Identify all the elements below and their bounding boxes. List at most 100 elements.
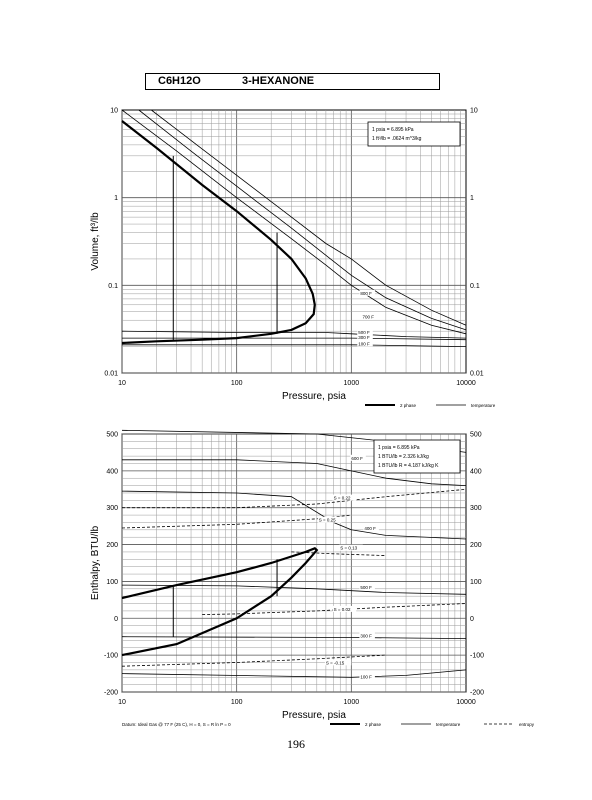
enthalpy-annotation-bg (324, 659, 352, 666)
enthalpy-annotation-bg (339, 544, 363, 551)
enthalpy-annotation-bg (359, 583, 375, 590)
enthalpy-y-tick-label-left: 300 (106, 505, 118, 512)
volume-annotation-bg (361, 313, 377, 320)
volume-series-700-f (138, 109, 467, 331)
volume-y-tick-label-right: 0.01 (470, 371, 484, 378)
volume-y-tick-label-right: 10 (470, 108, 478, 115)
enthalpy-y-tick-label-left: -100 (104, 653, 118, 660)
volume-annotation-label: 500 F (358, 330, 370, 335)
enthalpy-y-tick-label-right: 300 (470, 505, 482, 512)
volume-annotation-label: 800 F (360, 291, 372, 296)
volume-x-tick-label: 100 (231, 380, 243, 387)
volume-x-tick-label: 10000 (456, 380, 476, 387)
enthalpy-series-400-f (121, 584, 467, 595)
volume-y-tick-label-left: 0.1 (108, 283, 118, 290)
enthalpy-y-tick-label-right: -200 (470, 690, 484, 697)
enthalpy-series-600-f (122, 459, 467, 486)
volume-annotation-bg (357, 333, 373, 340)
enthalpy-y-tick-label-left: 100 (106, 579, 118, 586)
enthalpy-conversion-text: 1 psia = 6.895 kPa (378, 445, 420, 451)
enthalpy-annotation-label: S = 0.22 (334, 496, 351, 501)
enthalpy-annotation-label: 500 F (360, 585, 372, 590)
volume-annotation-label: 300 F (358, 335, 370, 340)
enthalpy-y-tick-label-right: 500 (470, 432, 482, 439)
volume-y-tick-label-left: 1 (114, 195, 118, 202)
volume-x-tick-label: 1000 (344, 380, 360, 387)
volume-y-tick-label-right: 0.1 (470, 283, 480, 290)
volume-y-tick-label-right: 1 (470, 195, 474, 202)
enthalpy-series-s-0-15 (121, 654, 386, 667)
enthalpy-y-tick-label-right: 100 (470, 579, 482, 586)
enthalpy-annotation-bg (363, 524, 379, 531)
volume-y-tick-label-left: 0.01 (104, 371, 118, 378)
enthalpy-series-s-0-22 (122, 488, 467, 509)
volume-series-800-f (151, 109, 467, 326)
enthalpy-footer-note: Datum: Ideal Gas @ 77 F (25 C), H = 0, S… (122, 722, 231, 727)
enthalpy-annotation-label: S = 0.13 (340, 546, 357, 551)
volume-conversion-text: 1 ft³/lb = .0624 m^3/kg (372, 136, 422, 142)
volume-annotation-label: 100 F (358, 342, 370, 347)
enthalpy-annotation-bg (359, 673, 375, 680)
enthalpy-series-s-0-13 (291, 551, 386, 556)
volume-series-600-f (121, 109, 467, 335)
enthalpy-annotation-label: 600 F (351, 456, 363, 461)
enthalpy-x-tick-label: 10000 (456, 699, 476, 706)
volume-series-300-f (122, 337, 467, 341)
volume-conversion-text: 1 psia = 6.895 kPa (372, 127, 414, 133)
enthalpy-annotation-label: 300 F (360, 633, 372, 638)
enthalpy-y-tick-label-right: 0 (470, 616, 474, 623)
compound-formula: C6H12O (158, 75, 201, 87)
volume-legend-label: 2 phase (400, 403, 417, 408)
volume-annotation-bg (359, 289, 375, 296)
enthalpy-x-tick-label: 1000 (344, 699, 360, 706)
enthalpy-y-tick-label-left: 200 (106, 542, 118, 549)
enthalpy-x-tick-label: 100 (231, 699, 243, 706)
enthalpy-annotation-label: S = -0.15 (326, 660, 345, 665)
page-number: 196 (287, 737, 305, 751)
enthalpy-annotation-bg (332, 605, 357, 612)
enthalpy-x-axis-label: Pressure, psia (282, 710, 346, 721)
enthalpy-x-tick-label: 10 (118, 699, 126, 706)
enthalpy-legend-label: 2 phase (365, 722, 382, 727)
volume-x-axis-label: Pressure, psia (282, 391, 346, 402)
enthalpy-y-tick-label-left: 0 (114, 616, 118, 623)
enthalpy-legend-label: temperature (436, 722, 461, 727)
volume-legend-label: temperature (471, 403, 496, 408)
enthalpy-conversion-text: 1 BTU/lb R = 4.187 kJ/kg K (378, 463, 439, 469)
enthalpy-annotation-label: 400 F (364, 526, 376, 531)
enthalpy-y-tick-label-left: 500 (106, 432, 118, 439)
volume-annotation-label: 700 F (362, 314, 374, 319)
enthalpy-series-2-phase (121, 547, 319, 657)
enthalpy-conversion-box (373, 439, 461, 474)
volume-annotation-bg (357, 340, 373, 347)
volume-y-axis-label: Volume, ft³/lb (90, 212, 101, 271)
volume-y-tick-label-left: 10 (110, 108, 118, 115)
enthalpy-y-tick-label-left: 400 (106, 468, 118, 475)
enthalpy-annotation-bg (332, 494, 357, 501)
enthalpy-series-s-0-02 (202, 603, 467, 615)
volume-annotation-bg (357, 328, 373, 335)
enthalpy-y-axis-label: Enthalpy, BTU/lb (90, 525, 101, 600)
enthalpy-series-300-f (121, 636, 467, 639)
enthalpy-annotation-label: S = 0.02 (334, 607, 351, 612)
volume-conversion-box (367, 121, 461, 147)
enthalpy-series-100-f (121, 669, 467, 678)
enthalpy-y-tick-label-right: 200 (470, 542, 482, 549)
enthalpy-annotation-label: 100 F (360, 674, 372, 679)
volume-x-tick-label: 10 (118, 380, 126, 387)
compound-name: 3-HEXANONE (242, 75, 315, 87)
enthalpy-y-tick-label-right: 400 (470, 468, 482, 475)
volume-series-2-phase (121, 120, 316, 345)
volume-series-100-f (122, 344, 467, 347)
volume-series-500-f (121, 330, 467, 339)
enthalpy-annotation-label: S = 0.25 (319, 518, 336, 523)
enthalpy-annotation-bg (359, 632, 375, 639)
enthalpy-y-tick-label-right: -100 (470, 653, 484, 660)
compound-header: C6H12O 3-HEXANONE (145, 73, 440, 90)
enthalpy-annotation-bg (317, 516, 342, 523)
enthalpy-conversion-text: 1 BTU/lb = 2.326 kJ/kg (378, 454, 429, 460)
enthalpy-legend-label: entropy (519, 722, 535, 727)
enthalpy-annotation-bg (350, 454, 366, 461)
enthalpy-y-tick-label-left: -200 (104, 690, 118, 697)
